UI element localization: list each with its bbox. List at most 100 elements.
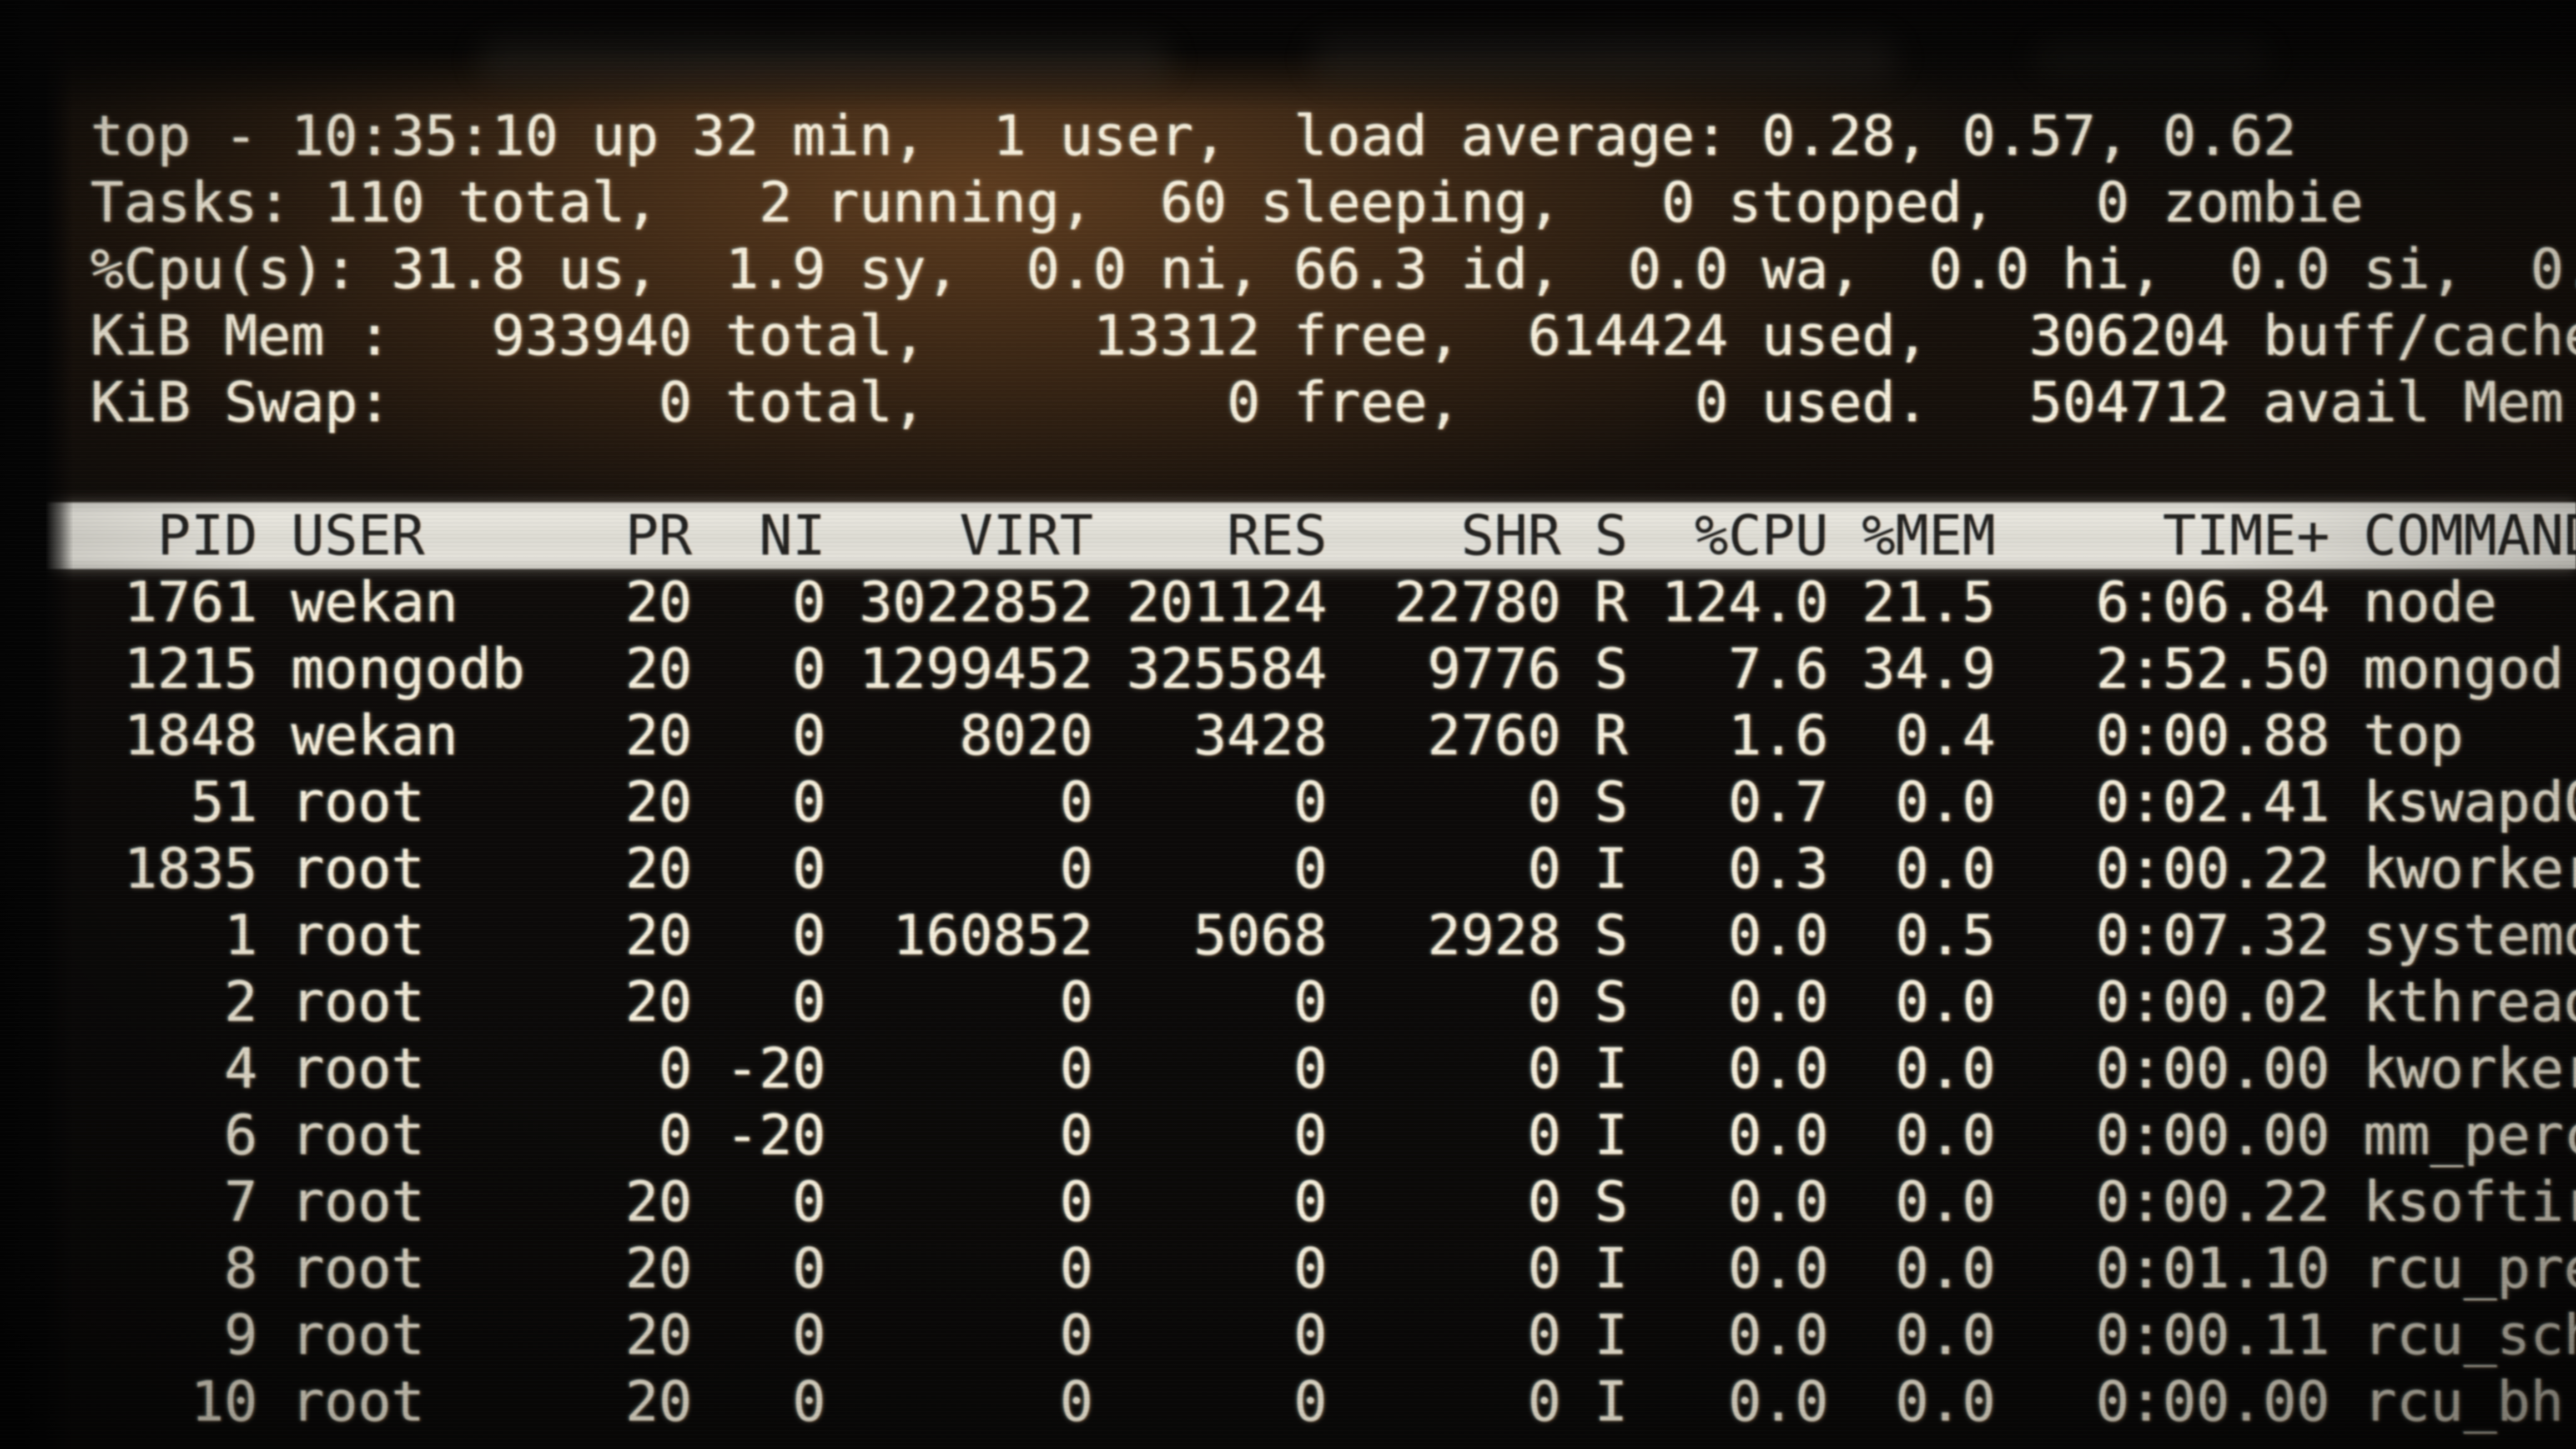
pid-cell: 6 <box>224 1103 258 1168</box>
virt-cell: 0 <box>1059 1036 1094 1101</box>
col-header-command: COMMAND <box>2363 503 2576 568</box>
cpu-cell: 0.0 <box>1728 1302 1829 1367</box>
user-cell: root <box>291 836 425 901</box>
res-cell: 0 <box>1294 1169 1327 1234</box>
shr-cell: 0 <box>1527 969 1561 1034</box>
user-cell: root <box>291 1103 425 1168</box>
col-header-mem: %MEM <box>1861 503 1996 568</box>
user-cell: wekan <box>291 703 459 768</box>
virt-cell: 1299452 <box>859 636 1094 701</box>
shr-cell: 0 <box>1527 836 1561 901</box>
command-cell: systemd <box>2363 903 2576 968</box>
state-cell: I <box>1594 1369 1628 1434</box>
tasks-line: Tasks: 110 total, 2 running, 60 sleeping… <box>90 170 2363 235</box>
time-cell: 0:00.00 <box>2096 1036 2330 1101</box>
pr-cell: 0 <box>658 1036 692 1101</box>
pid-cell: 7 <box>224 1169 258 1234</box>
user-cell: root <box>291 1302 425 1367</box>
process-row: 2 root 20 0 0 0 0 S 0.0 0.0 0:00.02 kthr… <box>90 969 2576 1035</box>
cpu-cell: 0.0 <box>1728 1169 1829 1234</box>
ni-cell: 0 <box>792 1369 826 1434</box>
ni-cell: -20 <box>725 1036 826 1101</box>
virt-cell: 0 <box>1059 1169 1094 1234</box>
cpu-cell: 0.0 <box>1728 1036 1829 1101</box>
shr-cell: 0 <box>1527 1169 1561 1234</box>
mem-cell: 0.0 <box>1895 1236 1996 1301</box>
message-line <box>90 436 2576 502</box>
state-cell: I <box>1594 1236 1628 1301</box>
pid-cell: 9 <box>224 1302 258 1367</box>
ni-cell: 0 <box>792 1169 826 1234</box>
command-cell: top <box>2363 703 2464 768</box>
ni-cell: 0 <box>792 1236 826 1301</box>
user-cell: root <box>291 1169 425 1234</box>
cpu-cell: 0.0 <box>1728 1369 1829 1434</box>
state-cell: I <box>1594 836 1628 901</box>
photo-dark-left-band <box>0 0 73 1449</box>
pr-cell: 20 <box>625 1302 692 1367</box>
process-row: 8 root 20 0 0 0 0 I 0.0 0.0 0:01.10 rcu_… <box>90 1235 2576 1302</box>
res-cell: 0 <box>1294 1302 1327 1367</box>
state-cell: I <box>1594 1036 1628 1101</box>
res-cell: 0 <box>1294 1369 1327 1434</box>
command-cell: ksoftir <box>2363 1169 2576 1234</box>
state-cell: S <box>1594 903 1628 968</box>
screen-reflection-smudge <box>2032 41 2271 74</box>
user-cell: root <box>291 969 425 1034</box>
cpu-cell: 0.7 <box>1728 769 1829 834</box>
command-cell: kworker <box>2363 1036 2576 1101</box>
cpu-cell: 0.0 <box>1728 1103 1829 1168</box>
ni-cell: 0 <box>792 570 826 635</box>
mem-cell: 0.4 <box>1895 703 1996 768</box>
pid-cell: 10 <box>190 1369 258 1434</box>
res-cell: 0 <box>1294 1036 1327 1101</box>
pid-cell: 1835 <box>124 836 258 901</box>
screen-reflection-smudge <box>1310 37 1899 80</box>
pr-cell: 20 <box>625 769 692 834</box>
cpu-cell: 0.0 <box>1728 969 1829 1034</box>
time-cell: 0:07.32 <box>2096 903 2330 968</box>
ni-cell: 0 <box>792 703 826 768</box>
shr-cell: 0 <box>1527 1103 1561 1168</box>
time-cell: 0:02.41 <box>2096 769 2330 834</box>
process-row: 6 root 0 -20 0 0 0 I 0.0 0.0 0:00.00 mm_… <box>90 1102 2576 1169</box>
user-cell: root <box>291 1236 425 1301</box>
user-cell: root <box>291 769 425 834</box>
time-cell: 0:01.10 <box>2096 1236 2330 1301</box>
command-cell: rcu_pre <box>2363 1236 2576 1301</box>
virt-cell: 3022852 <box>859 570 1094 635</box>
time-cell: 0:00.00 <box>2096 1369 2330 1434</box>
pid-cell: 8 <box>224 1236 258 1301</box>
process-row: 51 root 20 0 0 0 0 S 0.7 0.0 0:02.41 ksw… <box>90 769 2576 836</box>
command-cell: rcu_sch <box>2363 1302 2576 1367</box>
cpu-cell: 7.6 <box>1728 636 1829 701</box>
shr-cell: 9776 <box>1427 636 1561 701</box>
time-cell: 0:00.00 <box>2096 1103 2330 1168</box>
col-header-shr: SHR <box>1461 503 1561 568</box>
virt-cell: 0 <box>1059 1302 1094 1367</box>
pr-cell: 20 <box>625 903 692 968</box>
pr-cell: 20 <box>625 570 692 635</box>
command-cell: kworker <box>2363 836 2576 901</box>
mem-cell: 0.0 <box>1895 1036 1996 1101</box>
virt-cell: 0 <box>1059 1369 1094 1434</box>
process-row: 1761 wekan 20 0 3022852 201124 22780 R 1… <box>90 569 2576 636</box>
command-cell: mm_perc <box>2363 1103 2576 1168</box>
virt-cell: 8020 <box>959 703 1094 768</box>
pr-cell: 20 <box>625 1369 692 1434</box>
ni-cell: 0 <box>792 903 826 968</box>
virt-cell: 0 <box>1059 836 1094 901</box>
process-row: 1848 wekan 20 0 8020 3428 2760 R 1.6 0.4… <box>90 702 2576 769</box>
time-cell: 0:00.22 <box>2096 836 2330 901</box>
cpu-line: %Cpu(s): 31.8 us, 1.9 sy, 0.0 ni, 66.3 i… <box>90 237 2576 301</box>
res-cell: 0 <box>1294 1236 1327 1301</box>
mem-cell: 34.9 <box>1861 636 1996 701</box>
time-cell: 0:00.22 <box>2096 1169 2330 1234</box>
time-cell: 2:52.50 <box>2096 636 2330 701</box>
col-header-pid: PID <box>157 503 258 568</box>
mem-cell: 0.0 <box>1895 1103 1996 1168</box>
mem-cell: 0.0 <box>1895 769 1996 834</box>
state-cell: I <box>1594 1302 1628 1367</box>
